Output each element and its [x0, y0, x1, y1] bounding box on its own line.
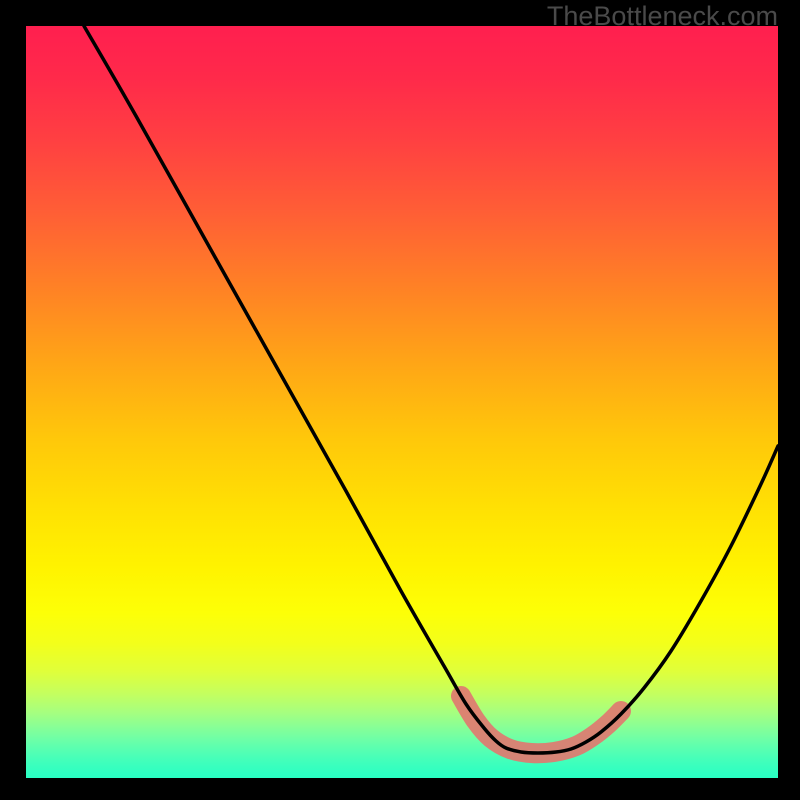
valley-highlight	[461, 696, 621, 753]
watermark-text: TheBottleneck.com	[547, 1, 778, 32]
plot-area	[26, 26, 778, 778]
curve-layer	[26, 26, 778, 778]
chart-frame: TheBottleneck.com	[0, 0, 800, 800]
bottleneck-curve	[84, 26, 778, 753]
